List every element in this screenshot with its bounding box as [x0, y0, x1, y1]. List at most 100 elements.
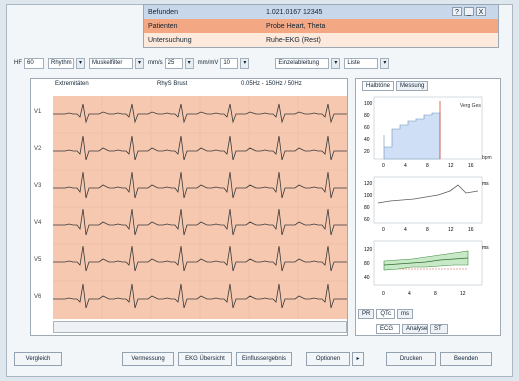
- lead-label: V2: [34, 146, 42, 152]
- print-button[interactable]: Drucken: [386, 352, 436, 366]
- chart3-y0: 120: [364, 247, 373, 253]
- close-button[interactable]: X: [476, 7, 486, 16]
- chart3-y2: 40: [364, 275, 370, 281]
- chart1-x0: 0: [382, 163, 385, 169]
- ecg-header-right: 0.05Hz - 150Hz / 50Hz: [241, 81, 302, 87]
- analysis-buttons: ECG Analyse ST: [376, 324, 448, 334]
- lead-group-dropdown-icon[interactable]: ▾: [331, 57, 341, 69]
- help-button[interactable]: ?: [452, 7, 462, 16]
- chart3-x1: 4: [408, 291, 411, 297]
- view-select[interactable]: Liste: [344, 57, 379, 69]
- lead-label: V4: [34, 220, 42, 226]
- chart2-y2: 80: [364, 205, 370, 211]
- ecg-header-mid: RhyS Brust: [157, 81, 188, 87]
- chart1-x2: 8: [426, 163, 429, 169]
- tab-ms[interactable]: ms: [397, 309, 414, 319]
- chart1-label: Verg Ges: [460, 103, 481, 109]
- interval-chart: ms 120 100 80 60 0 4 8 12 16: [364, 175, 496, 235]
- tab-qtc[interactable]: QTc: [376, 309, 396, 319]
- info-value-findings: 1.021.0167 12345: [266, 8, 323, 16]
- chart1-y4: 20: [364, 149, 370, 155]
- measure-button[interactable]: Vermessung: [122, 352, 174, 366]
- chart3-y1: 80: [364, 261, 370, 267]
- info-row-patient: Patienten Probe Heart, Theta: [144, 19, 498, 33]
- speed-label: mm/s: [148, 60, 163, 66]
- lead-label: V3: [34, 183, 42, 189]
- mode-select[interactable]: Rhythm: [48, 57, 74, 69]
- lead-label: V1: [34, 109, 42, 115]
- ecg-toolbar: HF 60 Rhythm ▾ Muskelfilter ▾ mm/s 25 ▾ …: [14, 56, 504, 70]
- chart2-x4: 16: [468, 227, 474, 233]
- ecg-overview-button[interactable]: EKG Übersicht: [178, 352, 232, 366]
- info-label-findings: Befunden: [148, 8, 178, 16]
- chart3-x3: 12: [460, 291, 466, 297]
- chart1-y2: 60: [364, 125, 370, 131]
- interval-svg: ms 120 100 80 60 0 4 8 12 16: [364, 176, 489, 233]
- chart1-y3: 40: [364, 137, 370, 143]
- st-button[interactable]: ST: [430, 324, 448, 334]
- ecg-waveform-svg: [53, 96, 347, 319]
- chart1-y1: 80: [364, 113, 370, 119]
- info-value-exam: Ruhe-EKG (Rest): [266, 36, 321, 44]
- chart1-x3: 12: [448, 163, 454, 169]
- analyse-button[interactable]: Analyse: [402, 324, 428, 334]
- chart2-y1: 100: [364, 193, 373, 199]
- info-label-exam: Untersuchung: [148, 36, 192, 44]
- mode-dropdown-icon[interactable]: ▾: [76, 57, 85, 69]
- lead-label: V6: [34, 294, 42, 300]
- ecg-waveform-area[interactable]: [53, 96, 347, 319]
- st-svg: ms 120 80 40 0 4 8 12: [364, 240, 489, 297]
- heart-rate-chart: Verg Ges bpm 100 80 60 40 20 0 4 8 12 16: [364, 95, 496, 169]
- footer-bar: Vergleich Vermessung EKG Übersicht Einfl…: [14, 352, 504, 368]
- chart2-x2: 8: [426, 227, 429, 233]
- ecg-header-left: Extremitäten: [55, 81, 89, 87]
- patient-info-panel: Befunden 1.021.0167 12345 Patienten Prob…: [143, 4, 499, 48]
- options-button[interactable]: Optionen: [306, 352, 350, 366]
- gain-dropdown-icon[interactable]: ▾: [240, 57, 250, 69]
- chart3-x2: 8: [434, 291, 437, 297]
- exit-button[interactable]: Beenden: [440, 352, 492, 366]
- chart2-unit: ms: [482, 181, 489, 187]
- chart1-x4: 16: [468, 163, 474, 169]
- trend-tabs: Halbtöne Messung: [362, 81, 429, 91]
- st-chart: ms 120 80 40 0 4 8 12: [364, 239, 496, 299]
- filter-select[interactable]: Muskelfilter: [89, 57, 133, 69]
- info-value-patient: Probe Heart, Theta: [266, 22, 326, 30]
- chart2-y0: 120: [364, 181, 373, 187]
- options-arrow-icon[interactable]: ▸: [352, 352, 364, 366]
- measurement-tabs: PR QTc ms: [358, 309, 414, 319]
- lead-group-select[interactable]: Einzelableitung: [275, 57, 330, 69]
- chart2-y3: 60: [364, 217, 370, 223]
- chart3-unit: ms: [482, 245, 489, 251]
- speed-dropdown-icon[interactable]: ▾: [184, 57, 194, 69]
- ecg-header: Extremitäten RhyS Brust 0.05Hz - 150Hz /…: [31, 79, 347, 95]
- lead-label: V5: [34, 257, 42, 263]
- chart1-x1: 4: [404, 163, 407, 169]
- heart-rate-svg: Verg Ges bpm 100 80 60 40 20 0 4 8 12 16: [364, 96, 492, 169]
- ecg-scrollbar[interactable]: [53, 321, 347, 333]
- compare-button[interactable]: Vergleich: [14, 352, 62, 366]
- filter-dropdown-icon[interactable]: ▾: [135, 57, 144, 69]
- minimize-button[interactable]: _: [464, 7, 474, 16]
- tab-pr[interactable]: PR: [358, 309, 375, 319]
- gain-select[interactable]: 10: [220, 57, 239, 69]
- chart1-y0: 100: [364, 101, 373, 107]
- speed-select[interactable]: 25: [164, 57, 183, 69]
- hf-value-field[interactable]: 60: [24, 57, 44, 69]
- chart2-x1: 4: [404, 227, 407, 233]
- gain-label: mm/mV: [197, 60, 219, 66]
- trend-panel: Halbtöne Messung Verg Ges bpm 100 80 60 …: [355, 78, 501, 336]
- chart3-x0: 0: [382, 291, 385, 297]
- info-row-findings: Befunden 1.021.0167 12345: [144, 5, 498, 19]
- chart2-x3: 12: [448, 227, 454, 233]
- view-dropdown-icon[interactable]: ▾: [380, 57, 390, 69]
- ecg-button[interactable]: ECG: [376, 324, 400, 334]
- info-label-patient: Patienten: [148, 22, 178, 30]
- tab-halbtone[interactable]: Halbtöne: [362, 81, 395, 91]
- ecg-panel: Extremitäten RhyS Brust 0.05Hz - 150Hz /…: [30, 78, 348, 336]
- tab-messung[interactable]: Messung: [396, 81, 429, 91]
- hf-label: HF: [14, 60, 22, 66]
- chart2-x0: 0: [382, 227, 385, 233]
- influence-button[interactable]: Einflussergebnis: [236, 352, 292, 366]
- chart1-unit: bpm: [482, 155, 492, 161]
